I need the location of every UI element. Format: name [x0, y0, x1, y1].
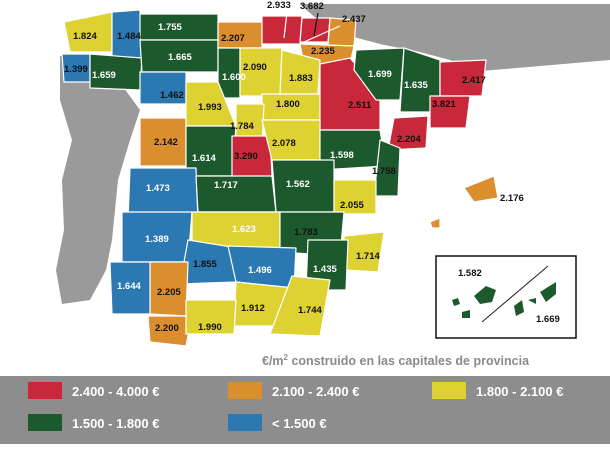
canary-island [462, 310, 470, 318]
province-label: 1.783 [294, 227, 318, 238]
province-label: 2.205 [157, 287, 181, 298]
canary-island [452, 298, 460, 306]
province-label: 1.614 [192, 153, 216, 164]
canary-island [540, 282, 556, 302]
province-label: 1.600 [222, 72, 246, 83]
province-label: 1.993 [198, 102, 222, 113]
land-portugal [56, 56, 140, 304]
provinces-layer [61, 9, 499, 347]
province-label: 1.744 [298, 305, 322, 316]
caption-sup: 2 [284, 353, 289, 362]
region-girona [439, 59, 487, 97]
province-label: 2.200 [155, 323, 179, 334]
province-label: 1.824 [73, 31, 97, 42]
region-cadiz [147, 315, 193, 347]
region-huesca [353, 47, 405, 101]
region-tarragona [387, 115, 429, 151]
canary-island [514, 300, 524, 316]
province-label: 1.562 [286, 179, 310, 190]
legend-swatch [432, 382, 466, 399]
region-baleares-small [429, 217, 441, 229]
province-label: 2.204 [397, 134, 421, 145]
canary-label: 1.582 [458, 268, 482, 279]
province-label: 1.883 [289, 73, 313, 84]
legend-label: 1.800 - 2.100 € [476, 384, 563, 399]
pointer-arrow [283, 11, 288, 39]
province-label: 1.435 [313, 264, 337, 275]
province-label: 1.800 [276, 99, 300, 110]
province-label: 2.511 [348, 100, 372, 111]
province-label: 1.644 [117, 281, 141, 292]
pointer-arrow [313, 12, 319, 37]
province-label: 1.990 [198, 322, 222, 333]
pointer-arrows [283, 11, 341, 51]
province-label: 2.055 [340, 200, 364, 211]
province-label: 3.821 [432, 99, 456, 110]
region-barcelona [429, 95, 471, 129]
map-caption: €/m2 construido en las capitales de prov… [262, 353, 530, 368]
province-label: 1.912 [241, 303, 265, 314]
legend-swatch [28, 414, 62, 431]
canary-inset: 1.582 1.669 [435, 255, 577, 339]
province-label: 1.855 [193, 259, 217, 270]
province-label: 1.699 [368, 69, 392, 80]
province-label: 1.714 [356, 251, 380, 262]
province-label: 1.496 [248, 265, 272, 276]
region-valencia [333, 179, 377, 215]
region-vizcaya [261, 15, 303, 45]
canary-inset-divider [481, 265, 549, 323]
region-malaga [185, 299, 237, 335]
province-label: 2.933 [267, 0, 291, 11]
canary-island [474, 286, 496, 304]
canary-island [528, 298, 536, 304]
province-label: 1.389 [145, 234, 169, 245]
region-almeria [269, 275, 331, 337]
legend-background [0, 376, 610, 444]
region-murcia [305, 239, 349, 291]
land-france [300, 4, 610, 72]
region-baleares [463, 175, 499, 203]
legend: 2.400 - 4.000 € 2.100 - 2.400 € 1.800 - … [0, 376, 610, 444]
legend-label: 2.400 - 4.000 € [72, 384, 159, 399]
province-label: 1.623 [232, 224, 256, 235]
province-label: 1.758 [372, 166, 396, 177]
province-label: 1.755 [158, 22, 182, 33]
pointer-arrow [285, 25, 341, 51]
province-label: 2.207 [221, 33, 245, 44]
labels-layer: 1.824 1.484 1.399 1.659 1.755 1.665 2.20… [64, 0, 524, 334]
province-label: 1.635 [404, 80, 428, 91]
province-label: 1.717 [214, 180, 238, 191]
province-label: 2.090 [243, 62, 267, 73]
province-label: 1.399 [64, 64, 88, 75]
legend-label: 1.500 - 1.800 € [72, 416, 159, 431]
province-label: 1.462 [160, 90, 184, 101]
legend-swatch [228, 382, 262, 399]
canary-label: 1.669 [536, 314, 560, 325]
province-label: 1.659 [92, 70, 116, 81]
province-label: 1.473 [146, 183, 170, 194]
province-label: 3.290 [234, 151, 258, 162]
province-label: 3.682 [300, 1, 324, 12]
province-label: 1.784 [230, 121, 254, 132]
legend-swatch [28, 382, 62, 399]
province-label: 2.417 [462, 75, 486, 86]
province-label: 1.665 [168, 52, 192, 63]
legend-label: < 1.500 € [272, 416, 327, 431]
province-label: 2.078 [272, 138, 296, 149]
region-palencia [217, 47, 241, 99]
province-label: 2.437 [342, 14, 366, 25]
province-label: 2.176 [500, 193, 524, 204]
caption-text: construido en las capitales de provincia [288, 354, 530, 368]
legend-label: 2.100 - 2.400 € [272, 384, 359, 399]
region-castellon [373, 139, 401, 197]
province-label: 2.142 [154, 137, 178, 148]
province-label: 1.598 [330, 150, 354, 161]
legend-swatch [228, 414, 262, 431]
caption-unit: €/m [262, 354, 284, 368]
province-label: 1.484 [117, 31, 141, 42]
canary-inset-frame [435, 255, 577, 339]
province-label: 2.235 [311, 46, 335, 57]
